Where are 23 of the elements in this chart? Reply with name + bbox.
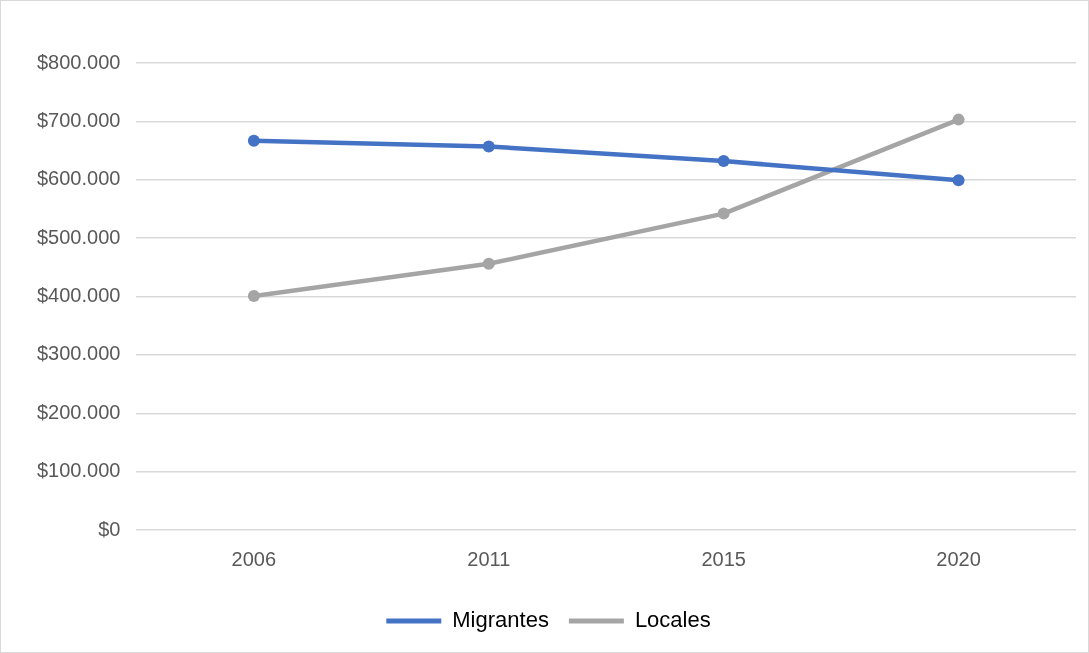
point xyxy=(247,289,260,302)
y-tick-label: $600.000 xyxy=(37,167,121,190)
y-tick-label: $800.000 xyxy=(37,50,121,73)
legend-label: Migrantes xyxy=(452,607,549,633)
y-tick-label: $400.000 xyxy=(37,284,121,307)
x-tick-label: 2015 xyxy=(701,547,746,570)
point xyxy=(952,113,965,126)
point xyxy=(952,174,965,187)
point xyxy=(717,207,730,220)
y-tick-label: $300.000 xyxy=(37,342,121,365)
y-tick-label: $100.000 xyxy=(37,459,121,482)
x-tick-label: 2006 xyxy=(231,547,277,570)
x-tick-label: 2020 xyxy=(936,547,981,570)
x-tick-label: 2011 xyxy=(467,547,511,570)
y-tick-label: $500.000 xyxy=(37,225,121,248)
legend-label: Locales xyxy=(634,607,711,633)
point xyxy=(482,257,495,270)
y-tick-label: $200.000 xyxy=(37,400,121,423)
point xyxy=(717,155,730,168)
y-tick-label: $700.000 xyxy=(37,108,121,131)
point xyxy=(247,134,260,147)
point xyxy=(482,140,495,153)
y-tick-label: $0 xyxy=(98,517,121,540)
